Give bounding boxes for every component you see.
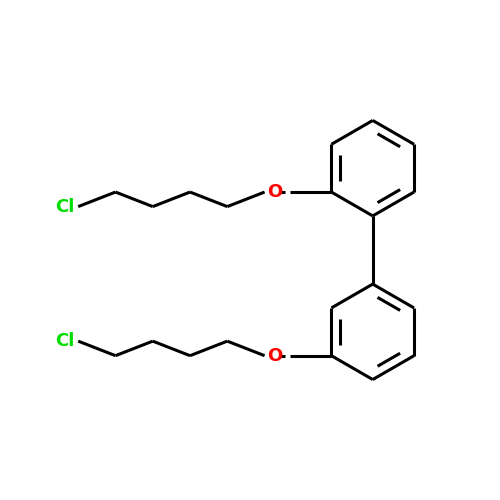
Text: O: O: [267, 183, 282, 201]
Text: Cl: Cl: [55, 332, 74, 350]
Text: O: O: [267, 346, 282, 364]
Text: Cl: Cl: [55, 198, 74, 216]
